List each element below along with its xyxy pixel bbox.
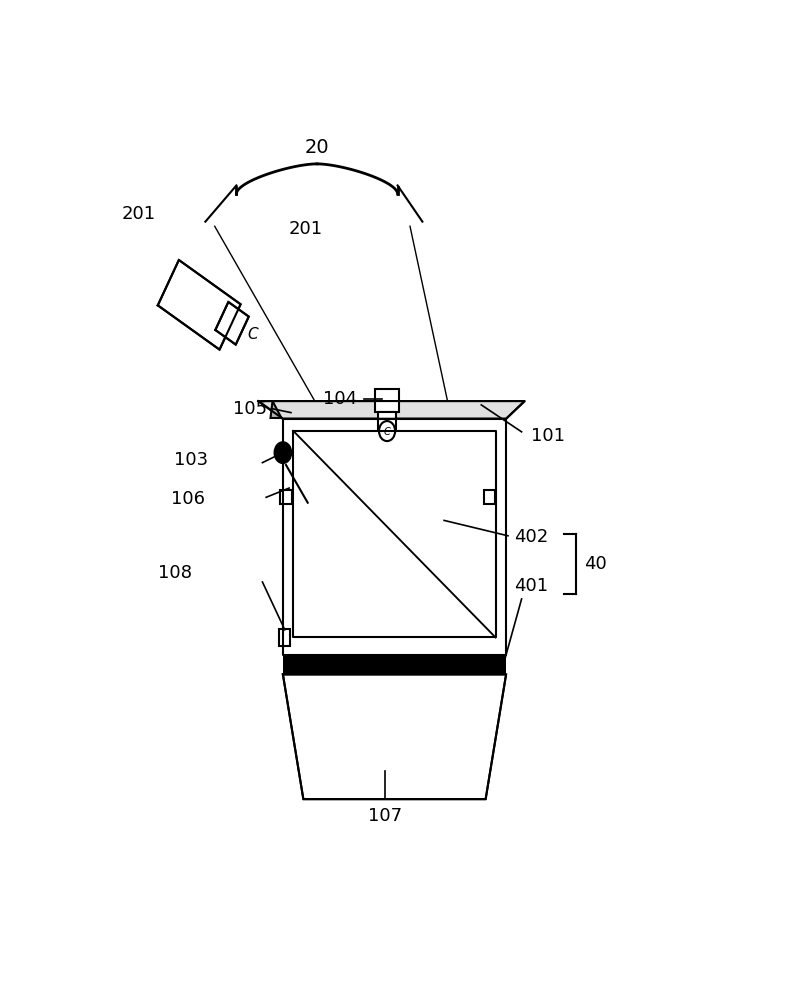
Text: 40: 40	[584, 555, 606, 573]
Text: 201: 201	[289, 220, 323, 238]
FancyBboxPatch shape	[283, 655, 506, 674]
Text: 105: 105	[234, 400, 267, 418]
FancyBboxPatch shape	[484, 490, 495, 504]
Text: 108: 108	[158, 564, 192, 582]
Polygon shape	[258, 401, 525, 419]
Polygon shape	[215, 302, 249, 345]
FancyBboxPatch shape	[375, 389, 399, 412]
Text: 101: 101	[531, 427, 565, 445]
Text: 107: 107	[368, 807, 402, 825]
Polygon shape	[158, 260, 241, 350]
Polygon shape	[270, 401, 282, 418]
Text: 401: 401	[514, 577, 548, 595]
Text: 106: 106	[171, 490, 206, 508]
FancyBboxPatch shape	[378, 412, 396, 429]
Circle shape	[274, 442, 291, 463]
FancyBboxPatch shape	[281, 490, 291, 504]
Text: 104: 104	[323, 390, 358, 408]
Circle shape	[379, 421, 395, 441]
Text: 103: 103	[174, 451, 209, 469]
FancyBboxPatch shape	[279, 629, 290, 646]
Text: 201: 201	[122, 205, 156, 223]
Text: $C$: $C$	[382, 425, 391, 437]
Text: 20: 20	[305, 138, 330, 157]
Polygon shape	[283, 674, 506, 799]
Text: 402: 402	[514, 528, 549, 546]
Text: $C$: $C$	[247, 326, 259, 342]
